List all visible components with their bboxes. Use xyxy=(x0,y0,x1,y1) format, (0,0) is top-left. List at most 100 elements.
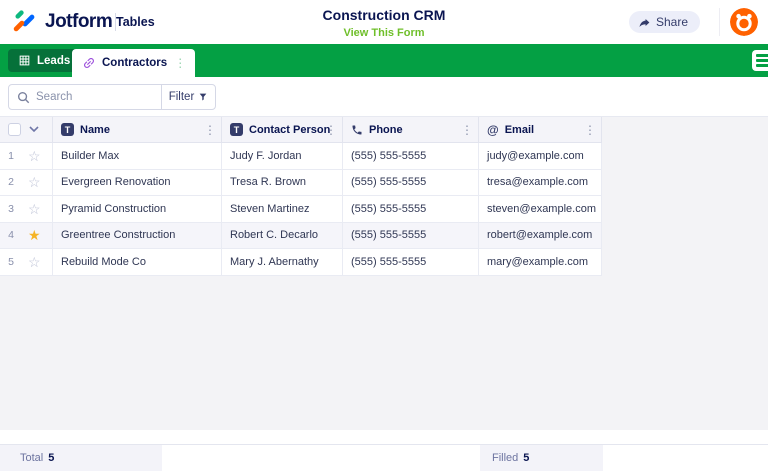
column-menu-dots-icon[interactable]: ⋮ xyxy=(584,122,596,137)
share-button[interactable]: Share xyxy=(628,11,700,33)
star-icon[interactable]: ☆ xyxy=(28,174,41,191)
filled-label: Filled xyxy=(492,452,519,464)
horizontal-scroll-track[interactable] xyxy=(0,430,768,444)
column-header-label: Phone xyxy=(369,123,403,136)
summary-footer: Total 5 Filled 5 xyxy=(0,444,768,471)
cell-contact[interactable]: Steven Martinez xyxy=(222,196,343,222)
user-avatar[interactable] xyxy=(730,8,758,36)
search-box[interactable] xyxy=(9,85,161,109)
tab-contractors[interactable]: Contractors ⋮ xyxy=(72,49,196,77)
cell-name[interactable]: Evergreen Renovation xyxy=(53,169,222,195)
filter-button[interactable]: Filter xyxy=(161,85,215,109)
column-header-label: Email xyxy=(504,123,535,136)
search-input[interactable] xyxy=(36,91,146,103)
filled-summary: Filled 5 xyxy=(480,445,603,471)
cell-contact[interactable]: Tresa R. Brown xyxy=(222,169,343,195)
toolbar: Filter xyxy=(0,77,768,117)
table-row: 5 ☆ Rebuild Mode Co Mary J. Abernathy (5… xyxy=(0,249,602,276)
row-header-cell: 1 ☆ xyxy=(0,143,53,169)
text-field-icon: T xyxy=(61,123,74,136)
row-number: 3 xyxy=(8,202,14,215)
star-icon[interactable]: ☆ xyxy=(28,147,41,164)
header-divider xyxy=(115,13,116,31)
select-all-cell xyxy=(0,117,53,142)
cell-phone[interactable]: (555) 555-5555 xyxy=(343,222,479,248)
column-header-phone[interactable]: Phone ⋮ xyxy=(343,117,479,142)
contractors-table: T Name ⋮ T Contact Person ⋮ Phone ⋮ @ Em… xyxy=(0,117,602,276)
cell-email[interactable]: mary@example.com xyxy=(479,249,602,275)
row-header-cell: 2 ☆ xyxy=(0,169,53,195)
top-header: Jotform Tables Construction CRM View Thi… xyxy=(0,0,768,44)
cell-name[interactable]: Rebuild Mode Co xyxy=(53,249,222,275)
row-header-cell: 3 ☆ xyxy=(0,196,53,222)
share-button-label: Share xyxy=(655,15,688,29)
column-header-name[interactable]: T Name ⋮ xyxy=(53,117,222,142)
cell-phone[interactable]: (555) 555-5555 xyxy=(343,196,479,222)
filled-value: 5 xyxy=(523,452,530,464)
column-header-label: Contact Person xyxy=(249,123,331,136)
cell-phone[interactable]: (555) 555-5555 xyxy=(343,143,479,169)
product-label: Tables xyxy=(116,15,155,29)
cell-name[interactable]: Builder Max xyxy=(53,143,222,169)
sheet-tabs-bar: Leads Contractors ⋮ xyxy=(0,44,768,77)
tab-menu-dots-icon[interactable]: ⋮ xyxy=(174,56,187,70)
share-arrow-icon xyxy=(639,18,650,27)
at-icon: @ xyxy=(487,122,499,137)
star-icon[interactable]: ★ xyxy=(28,227,41,244)
jotform-logo-icon xyxy=(13,10,35,32)
total-label: Total xyxy=(20,452,44,464)
row-number: 2 xyxy=(8,176,14,189)
table-row: 1 ☆ Builder Max Judy F. Jordan (555) 555… xyxy=(0,143,602,170)
select-all-checkbox[interactable] xyxy=(8,123,21,136)
page-title: Construction CRM xyxy=(322,7,446,23)
row-header-cell: 4 ★ xyxy=(0,222,53,248)
header-right-divider xyxy=(719,8,720,36)
chevron-down-icon[interactable] xyxy=(29,126,39,133)
total-value: 5 xyxy=(48,452,55,464)
table-row: 2 ☆ Evergreen Renovation Tresa R. Brown … xyxy=(0,169,602,196)
column-menu-dots-icon[interactable]: ⋮ xyxy=(204,122,216,137)
row-number: 4 xyxy=(8,229,14,242)
link-icon xyxy=(84,58,94,68)
cell-phone[interactable]: (555) 555-5555 xyxy=(343,249,479,275)
tab-leads[interactable]: Leads xyxy=(8,49,81,72)
view-form-link[interactable]: View This Form xyxy=(343,27,425,39)
cell-email[interactable]: robert@example.com xyxy=(479,222,602,248)
column-header-email[interactable]: @ Email ⋮ xyxy=(479,117,602,142)
row-header-cell: 5 ☆ xyxy=(0,249,53,275)
table-row: 3 ☆ Pyramid Construction Steven Martinez… xyxy=(0,196,602,223)
phone-icon xyxy=(352,125,362,134)
star-icon[interactable]: ☆ xyxy=(28,200,41,217)
jotform-logo[interactable]: Jotform xyxy=(12,8,113,36)
search-filter-group: Filter xyxy=(8,84,216,110)
column-menu-dots-icon[interactable]: ⋮ xyxy=(461,122,473,137)
column-menu-dots-icon[interactable]: ⋮ xyxy=(325,122,337,137)
star-icon[interactable]: ☆ xyxy=(28,253,41,270)
text-field-icon: T xyxy=(230,123,243,136)
grid-icon xyxy=(19,55,30,66)
cell-email[interactable]: steven@example.com xyxy=(479,196,602,222)
row-number: 1 xyxy=(8,149,14,162)
title-block: Construction CRM View This Form xyxy=(0,7,768,41)
cell-contact[interactable]: Mary J. Abernathy xyxy=(222,249,343,275)
table-row: 4 ★ Greentree Construction Robert C. Dec… xyxy=(0,222,602,249)
filter-funnel-icon xyxy=(199,93,207,101)
cell-name[interactable]: Greentree Construction xyxy=(53,222,222,248)
cell-phone[interactable]: (555) 555-5555 xyxy=(343,169,479,195)
cell-name[interactable]: Pyramid Construction xyxy=(53,196,222,222)
cell-contact[interactable]: Judy F. Jordan xyxy=(222,143,343,169)
filter-button-label: Filter xyxy=(168,91,195,103)
column-header-label: Name xyxy=(80,123,110,136)
cell-contact[interactable]: Robert C. Decarlo xyxy=(222,222,343,248)
column-header-contact-person[interactable]: T Contact Person ⋮ xyxy=(222,117,343,142)
cell-email[interactable]: tresa@example.com xyxy=(479,169,602,195)
tab-leads-label: Leads xyxy=(37,54,71,67)
right-panel-toggle-icon[interactable] xyxy=(752,50,768,71)
row-number: 5 xyxy=(8,255,14,268)
cell-email[interactable]: judy@example.com xyxy=(479,143,602,169)
table-header-row: T Name ⋮ T Contact Person ⋮ Phone ⋮ @ Em… xyxy=(0,117,602,143)
tab-contractors-label: Contractors xyxy=(102,57,168,69)
search-icon xyxy=(17,91,30,103)
jotform-logo-text: Jotform xyxy=(45,11,113,32)
